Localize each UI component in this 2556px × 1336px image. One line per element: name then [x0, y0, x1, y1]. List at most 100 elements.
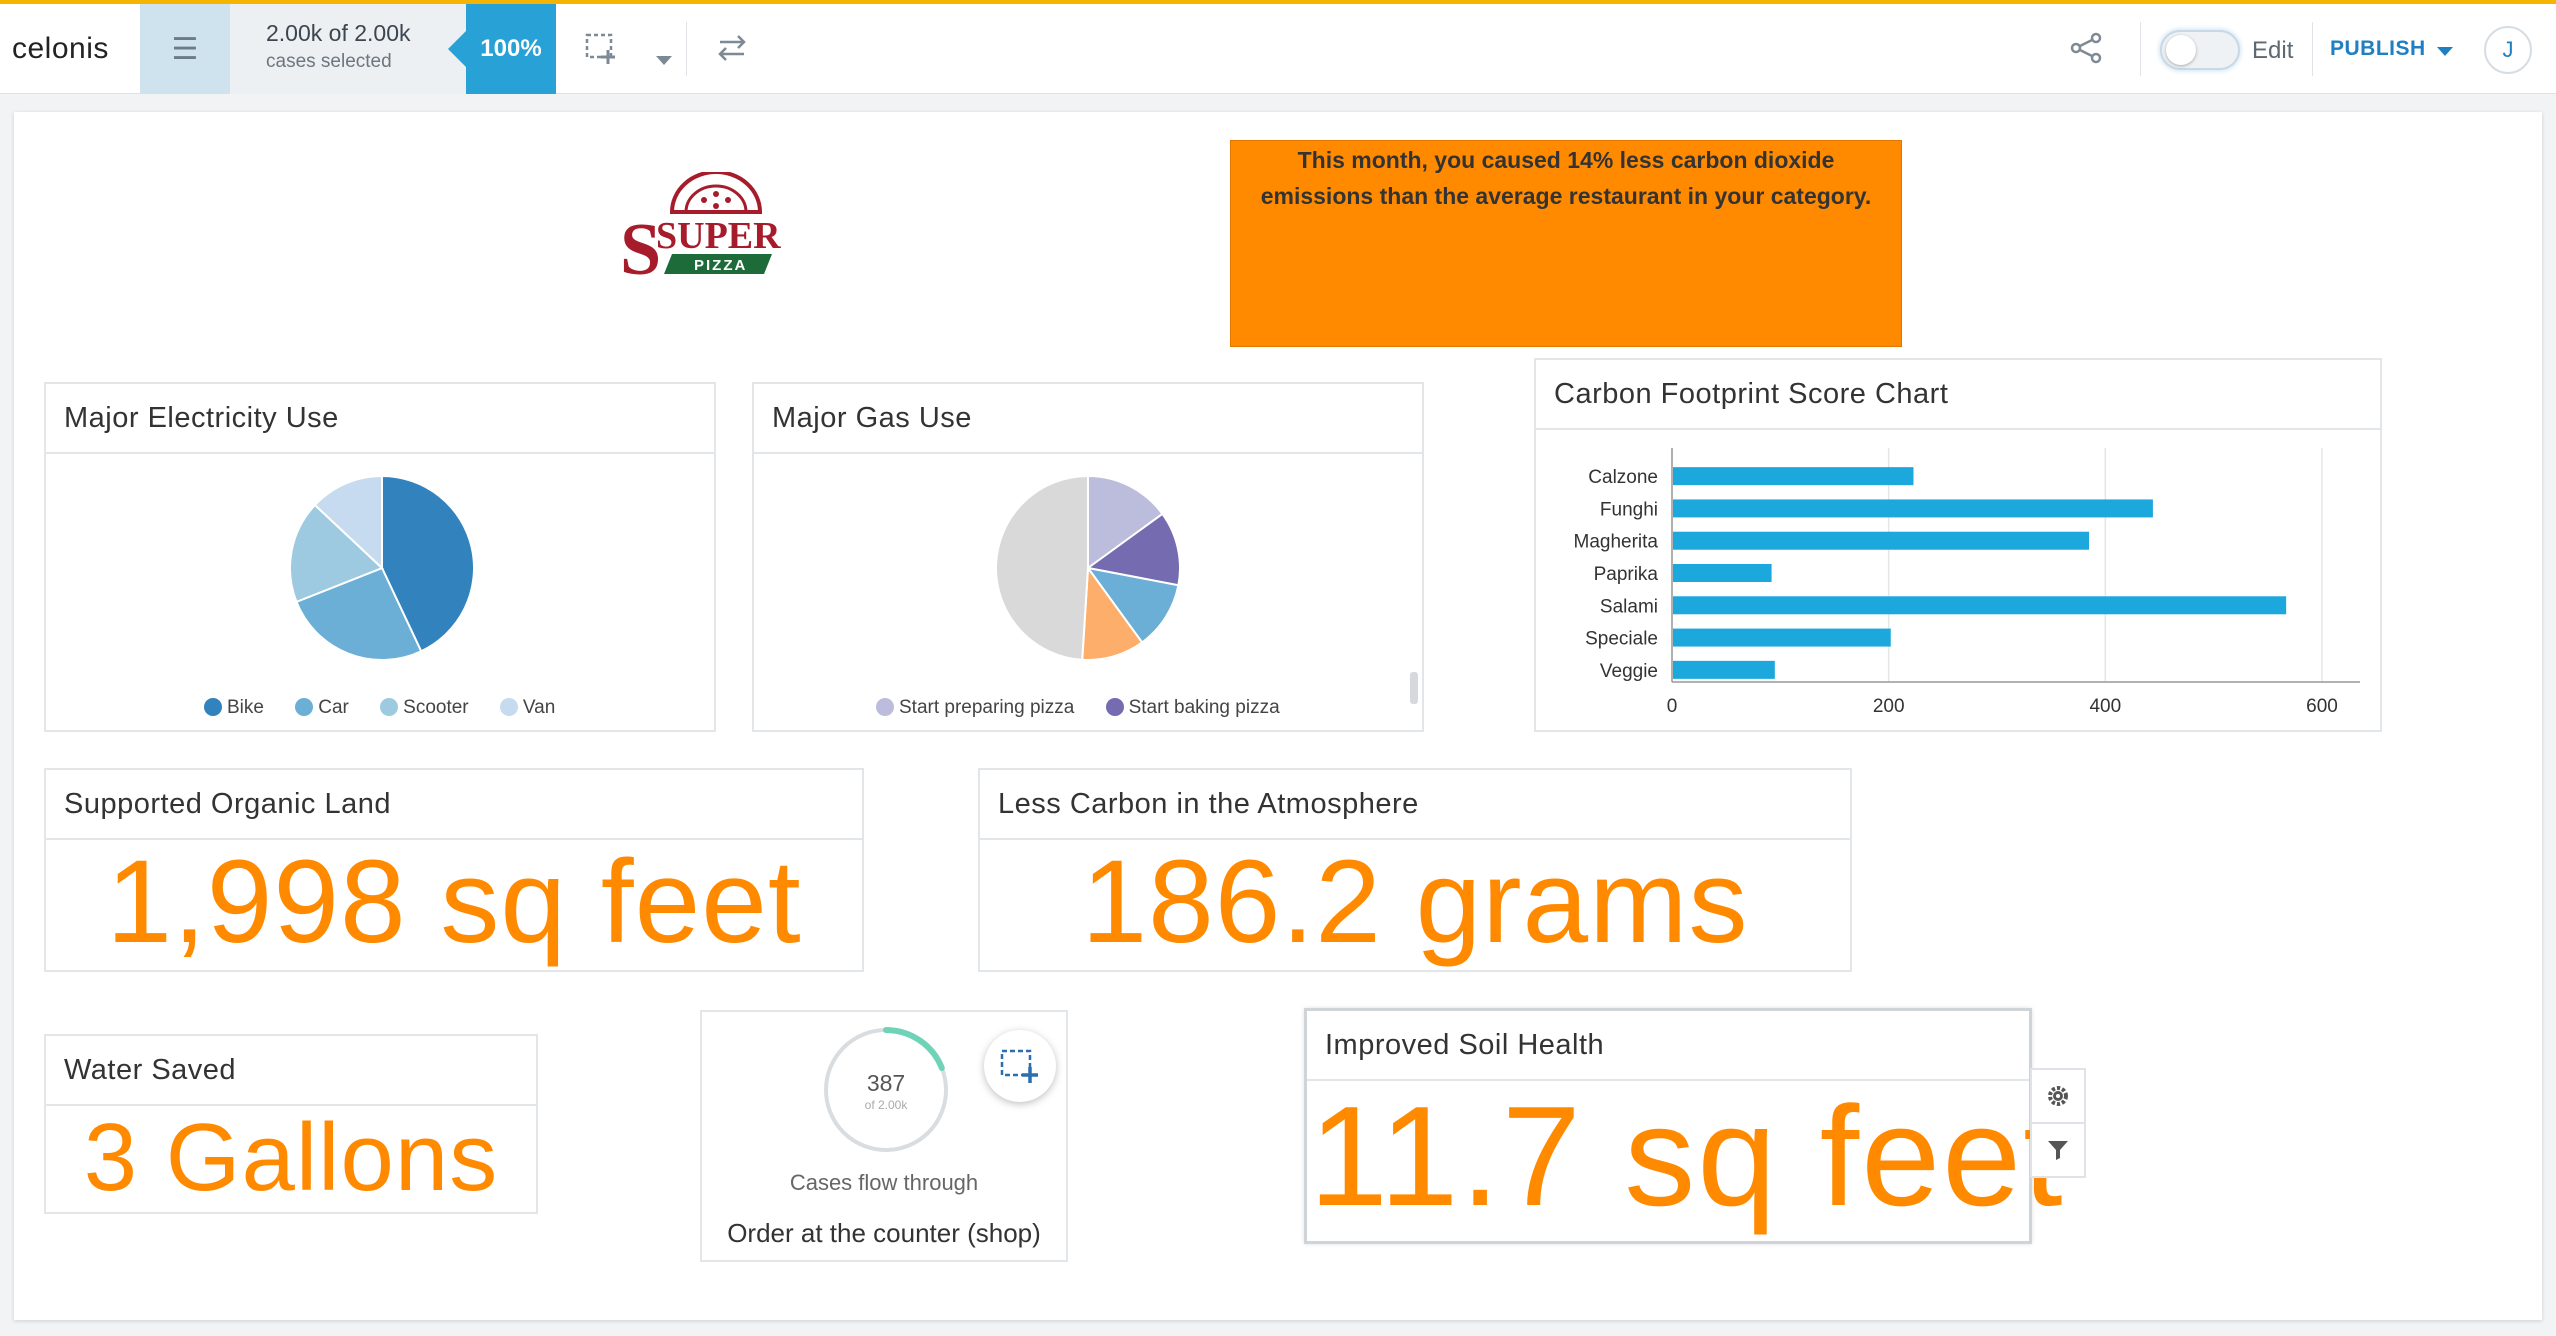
add-selection-icon — [1000, 1049, 1038, 1083]
carbon-bar-chart: 0 200 400 600 Calzone Funghi Magherita Paprika S… — [1574, 448, 2360, 717]
add-selection-icon[interactable] — [584, 30, 620, 74]
process-flow-card: 387 of 2.00k Cases flow through Order at… — [700, 1010, 1068, 1262]
x-tick-label: 600 — [2306, 696, 2338, 717]
electricity-pie-slice[interactable] — [313, 474, 383, 571]
emissions-notice: This month, you caused 14% less carbon d… — [1230, 140, 1902, 347]
edit-mode-toggle[interactable] — [2160, 30, 2240, 70]
flow-count: 387 — [866, 1070, 906, 1096]
toolbar-divider — [2140, 22, 2141, 76]
super-pizza-logo: S SUPER PIZZA — [616, 170, 786, 292]
legend-item-van[interactable]: Van — [499, 697, 555, 718]
component-settings-button[interactable] — [2030, 1068, 2086, 1124]
y-category-label: Magherita — [1574, 532, 1659, 553]
legend-scrollbar[interactable] — [1410, 672, 1418, 704]
selection-percent-badge[interactable]: 100% — [448, 4, 556, 94]
top-bar: celonis ☰ 2.00k of 2.00k cases selected … — [0, 0, 2556, 94]
organic-land-value: 1,998 sq feet — [106, 836, 802, 968]
filter-icon — [2048, 1141, 2068, 1160]
gas-title: Major Gas Use — [754, 384, 1422, 454]
share-icon[interactable] — [2068, 30, 2104, 74]
soil-health-title: Improved Soil Health — [1307, 1011, 2029, 1081]
electricity-legend: Bike Car Scooter Van — [204, 697, 581, 719]
x-tick-label: 200 — [1873, 696, 1905, 717]
bar[interactable] — [1673, 499, 2153, 518]
component-filter-button[interactable] — [2030, 1122, 2086, 1178]
legend-item-bike[interactable]: Bike — [204, 697, 264, 718]
flow-activity: Order at the counter (shop) — [727, 1218, 1041, 1248]
pie-legend-icon — [499, 698, 518, 716]
organic-land-title: Supported Organic Land — [46, 770, 862, 840]
bar[interactable] — [1673, 596, 2287, 615]
selection-dropdown-caret-icon[interactable] — [654, 42, 674, 76]
carbon-chart-card: Carbon Footprint Score Chart 0 200 400 600 C… — [1534, 358, 2382, 732]
gas-pie-slice[interactable] — [1087, 474, 1164, 570]
gas-legend: Start preparing pizza Start baking pizza — [876, 697, 1306, 719]
electricity-pie-slice[interactable] — [289, 503, 384, 604]
less-carbon-title: Less Carbon in the Atmosphere — [980, 770, 1850, 840]
menu-button[interactable]: ☰ — [140, 4, 230, 94]
gas-pie-chart — [995, 474, 1181, 661]
toggle-knob — [2166, 35, 2196, 65]
water-saved-value: 3 Gallons — [83, 1104, 499, 1211]
bar[interactable] — [1673, 564, 1772, 582]
gas-pie-slice[interactable] — [995, 474, 1089, 661]
bar[interactable] — [1673, 628, 1891, 647]
flow-of-total: of 2.00k — [864, 1098, 908, 1112]
legend-item-start-preparing-pizza[interactable]: Start preparing pizza — [876, 697, 1074, 718]
y-category-label: Funghi — [1600, 499, 1658, 520]
swap-arrows-icon[interactable] — [714, 30, 750, 74]
logo-brand-line2: PIZZA — [694, 257, 747, 274]
celonis-logo[interactable]: celonis — [12, 32, 109, 66]
flow-progress-ring — [823, 1027, 949, 1153]
legend-item-start-baking-pizza[interactable]: Start baking pizza — [1105, 697, 1280, 718]
publish-button[interactable]: PUBLISH — [2330, 37, 2426, 60]
gas-card: Major Gas Use Start preparing pizza Star… — [752, 382, 1424, 732]
cases-selection[interactable]: 2.00k of 2.00k cases selected — [230, 4, 466, 94]
y-category-label: Salami — [1600, 596, 1658, 617]
electricity-pie-slice[interactable] — [381, 474, 475, 653]
electricity-pie-slice[interactable] — [295, 566, 423, 661]
bar[interactable] — [1673, 531, 2089, 550]
logo-text: celonis — [12, 32, 109, 65]
hamburger-icon: ☰ — [171, 32, 199, 66]
gas-pie-slice[interactable] — [1085, 512, 1181, 587]
y-category-label: Calzone — [1588, 467, 1658, 488]
electricity-pie-chart — [289, 474, 475, 661]
edit-label: Edit — [2252, 37, 2294, 64]
carbon-chart-title: Carbon Footprint Score Chart — [1536, 360, 2380, 430]
water-saved-card: Water Saved 3 Gallons — [44, 1034, 538, 1214]
gear-icon — [2048, 1086, 2068, 1106]
pie-legend-icon — [1105, 698, 1124, 716]
toolbar-divider — [2312, 22, 2313, 76]
less-carbon-value: 186.2 grams — [1081, 836, 1749, 968]
dashboard-canvas: S SUPER PIZZA This month, you caused 14%… — [14, 112, 2542, 1320]
publish-caret-icon[interactable] — [2436, 42, 2454, 63]
less-carbon-card: Less Carbon in the Atmosphere 186.2 gram… — [978, 768, 1852, 972]
notice-line-1: This month, you caused 14% less carbon d… — [1297, 147, 1835, 173]
x-tick-label: 400 — [2089, 696, 2121, 717]
organic-land-card: Supported Organic Land 1,998 sq feet — [44, 768, 864, 972]
bar[interactable] — [1673, 467, 1914, 486]
electricity-title: Major Electricity Use — [46, 384, 714, 454]
legend-item-car[interactable]: Car — [295, 697, 349, 718]
y-category-label: Paprika — [1594, 564, 1659, 585]
cases-count: 2.00k of 2.00k — [266, 20, 411, 46]
pie-legend-icon — [295, 698, 314, 716]
pie-legend-icon — [876, 698, 894, 716]
notice-line-2: emissions than the average restaurant in… — [1260, 183, 1872, 209]
y-category-label: Speciale — [1585, 629, 1658, 650]
electricity-card: Major Electricity Use Bike Car Scooter V… — [44, 382, 716, 732]
legend-item-scooter[interactable]: Scooter — [380, 697, 469, 718]
flow-caption: Cases flow through — [789, 1170, 979, 1195]
soil-health-value: 11.7 sq feet — [1309, 1077, 2065, 1236]
gas-pie-slice[interactable] — [1085, 566, 1180, 644]
cases-label: cases selected — [266, 51, 392, 72]
user-avatar[interactable]: J — [2484, 26, 2532, 74]
pie-legend-icon — [204, 698, 222, 716]
bar[interactable] — [1673, 660, 1775, 679]
pie-legend-icon — [380, 698, 399, 716]
soil-health-card[interactable]: Improved Soil Health 11.7 sq feet — [1304, 1008, 2065, 1244]
toolbar-divider — [686, 22, 687, 76]
add-selection-floating-button[interactable] — [984, 1030, 1056, 1102]
water-saved-title: Water Saved — [46, 1036, 536, 1106]
